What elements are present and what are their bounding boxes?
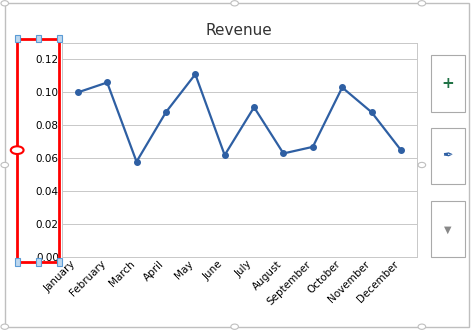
Bar bbox=[15, 258, 20, 266]
Bar bbox=[36, 258, 41, 266]
Text: ✒: ✒ bbox=[443, 150, 453, 163]
Bar bbox=[57, 258, 62, 266]
Bar bbox=[57, 35, 62, 43]
Bar bbox=[431, 128, 465, 184]
Text: +: + bbox=[442, 76, 454, 91]
Bar bbox=[431, 55, 465, 112]
Bar bbox=[15, 35, 20, 43]
Bar bbox=[17, 39, 59, 262]
Circle shape bbox=[11, 146, 24, 154]
Title: Revenue: Revenue bbox=[206, 22, 273, 38]
Text: ▼: ▼ bbox=[444, 224, 452, 234]
Bar bbox=[36, 35, 41, 43]
Bar bbox=[431, 201, 465, 257]
